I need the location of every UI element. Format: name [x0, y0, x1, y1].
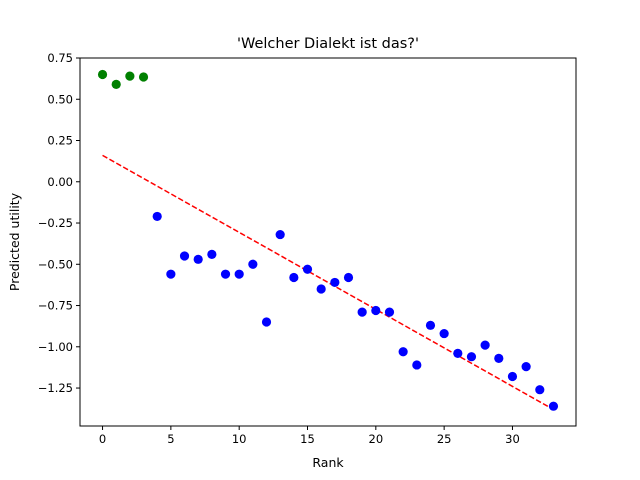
data-point-s1-10 — [289, 272, 299, 283]
x-tick-label-15: 15 — [300, 432, 315, 446]
data-point-s1-22 — [453, 348, 463, 358]
trend-line — [102, 154, 554, 411]
data-point-s1-9 — [275, 229, 285, 240]
data-point-s1-16 — [371, 305, 381, 316]
y-tick-label-8: −1.25 — [38, 381, 73, 395]
data-point-s1-0 — [152, 211, 162, 222]
data-point-s1-24 — [480, 340, 490, 350]
data-point-s1-2 — [179, 251, 190, 261]
x-tick-label-25: 25 — [437, 432, 452, 446]
y-tick-label-7: −1.00 — [38, 340, 73, 354]
axes-group: 0 5 10 15 20 25 30 0.75 0.50 0.25 0.00 −0.25 −0.50 −0… — [38, 51, 520, 446]
chart-title: 'Welcher Dialekt ist das?' — [237, 36, 419, 52]
data-point-s0-1 — [111, 79, 121, 90]
data-point-s1-27 — [521, 361, 531, 372]
data-point-s1-8 — [261, 317, 272, 327]
y-tick-label-4: −0.25 — [38, 216, 73, 230]
data-point-s1-15 — [357, 307, 367, 317]
data-point-s1-12 — [316, 284, 326, 294]
data-point-s1-7 — [248, 259, 258, 269]
y-tick-label-0: 0.75 — [47, 51, 73, 65]
data-point-s1-29 — [548, 401, 559, 411]
data-point-s1-1 — [166, 269, 176, 279]
data-point-s1-20 — [425, 320, 436, 330]
data-point-s1-19 — [412, 360, 422, 370]
data-point-s0-3 — [138, 72, 149, 82]
y-tick-label-6: −0.75 — [38, 299, 73, 313]
x-tick-label-0: 0 — [99, 432, 106, 446]
x-tick-label-5: 5 — [167, 432, 174, 446]
data-point-s1-6 — [234, 269, 244, 279]
data-point-s1-5 — [220, 269, 231, 279]
data-point-s1-25 — [494, 353, 504, 363]
data-point-s1-28 — [535, 385, 545, 395]
data-point-s1-14 — [343, 272, 354, 283]
y-tick-label-2: 0.25 — [47, 134, 73, 148]
x-axis-label: Rank — [312, 455, 344, 470]
x-tick-label-20: 20 — [369, 432, 384, 446]
plot-marks — [97, 69, 559, 411]
data-point-s1-3 — [193, 254, 203, 264]
data-point-s1-4 — [207, 249, 217, 259]
y-tick-label-3: 0.00 — [47, 175, 73, 189]
data-point-s0-2 — [125, 71, 135, 81]
y-tick-label-1: 0.50 — [47, 92, 73, 106]
y-tick-label-5: −0.50 — [38, 257, 73, 271]
data-point-s0-0 — [97, 69, 108, 80]
data-point-s1-26 — [507, 371, 518, 382]
data-point-s1-23 — [466, 352, 477, 362]
x-tick-label-30: 30 — [505, 432, 520, 446]
data-point-s1-17 — [384, 307, 395, 317]
data-point-s1-13 — [330, 277, 340, 288]
data-point-s1-11 — [302, 264, 313, 274]
data-point-s1-18 — [398, 347, 408, 357]
x-tick-label-10: 10 — [232, 432, 247, 446]
data-point-s1-21 — [439, 328, 449, 339]
plot-area-frame — [79, 57, 577, 427]
y-axis-label: Predicted utility — [7, 192, 22, 291]
